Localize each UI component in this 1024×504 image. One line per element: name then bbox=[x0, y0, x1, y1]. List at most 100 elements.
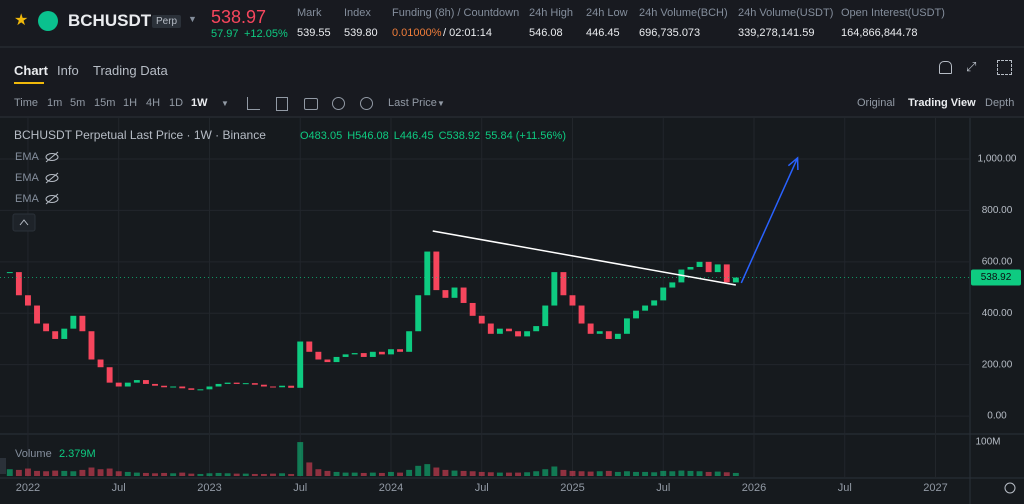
layout-icon[interactable] bbox=[997, 60, 1012, 75]
view-option[interactable]: Depth bbox=[985, 97, 1015, 109]
volume-bar bbox=[124, 471, 131, 476]
interval[interactable]: 1m bbox=[47, 97, 63, 109]
volume-bar bbox=[215, 472, 222, 476]
candle bbox=[578, 305, 585, 324]
interval[interactable]: 4H bbox=[146, 97, 161, 109]
volume-bar bbox=[569, 470, 576, 476]
candle bbox=[587, 323, 594, 334]
volume-bar bbox=[660, 470, 667, 476]
symbol-dropdown[interactable]: ▼ bbox=[188, 14, 197, 24]
x-tick-label: 2027 bbox=[923, 482, 947, 494]
candle bbox=[660, 287, 667, 301]
add-icon[interactable] bbox=[332, 97, 345, 110]
volume-bar bbox=[524, 472, 531, 476]
tab-active[interactable]: Chart bbox=[14, 63, 48, 78]
x-tick-label: Jul bbox=[656, 482, 670, 494]
expand-icon[interactable]: ⤢ bbox=[966, 59, 977, 74]
stat-label: 24h Volume(BCH) bbox=[639, 7, 728, 19]
price-type-dropdown[interactable]: ▼ bbox=[437, 99, 445, 108]
x-tick-label: 2026 bbox=[742, 482, 766, 494]
funding-rate: 0.01000% bbox=[392, 27, 442, 39]
ohlc-value: C538.92 bbox=[439, 130, 481, 142]
volume-bar bbox=[451, 470, 458, 476]
volume-bar bbox=[478, 471, 485, 476]
candle bbox=[142, 380, 149, 384]
ohlc-legend: O483.05 H546.08 L446.45 C538.92 55.84 (+11.5… bbox=[300, 130, 566, 142]
volume-bar bbox=[515, 472, 521, 476]
volume-bar bbox=[15, 469, 22, 476]
volume-bar bbox=[152, 473, 158, 476]
volume-bar bbox=[197, 473, 204, 476]
stat-label[interactable]: Open Interest(USDT) bbox=[841, 7, 945, 19]
interval[interactable]: 15m bbox=[94, 97, 116, 109]
stat-label[interactable]: Index bbox=[344, 7, 371, 19]
interval[interactable]: 1D bbox=[169, 97, 184, 109]
settings-icon[interactable] bbox=[360, 97, 373, 110]
volume-bar bbox=[723, 472, 730, 476]
screenshot-icon[interactable] bbox=[304, 98, 318, 110]
indicator-label: EMA bbox=[15, 172, 40, 184]
candle bbox=[270, 386, 276, 388]
candle bbox=[97, 359, 104, 368]
visibility-slash bbox=[45, 193, 59, 205]
interval[interactable]: 1H bbox=[123, 97, 138, 109]
tab[interactable]: Info bbox=[57, 63, 79, 78]
collapse-button[interactable] bbox=[12, 213, 36, 232]
volume-bar bbox=[596, 471, 603, 476]
indicator-icon[interactable] bbox=[247, 97, 260, 110]
candle bbox=[25, 295, 31, 306]
volume-bar bbox=[6, 469, 13, 476]
candle bbox=[569, 295, 576, 306]
volume-bar bbox=[442, 469, 449, 476]
volume-bar bbox=[161, 472, 168, 476]
candle bbox=[161, 385, 168, 388]
tab[interactable]: Trading Data bbox=[93, 63, 168, 78]
volume-bar bbox=[460, 470, 467, 476]
candle bbox=[224, 382, 231, 384]
favorite-star[interactable]: ★ bbox=[14, 12, 29, 29]
volume-bar bbox=[705, 471, 712, 476]
volume-bar bbox=[578, 471, 585, 476]
indicator-label: EMA bbox=[15, 193, 40, 205]
candle bbox=[6, 272, 13, 274]
volume-bar bbox=[687, 470, 694, 476]
stat-value: 164,866,844.78 bbox=[841, 27, 918, 39]
volume-bar bbox=[424, 464, 431, 476]
volume-bar bbox=[433, 467, 440, 476]
interval-active[interactable]: 1W bbox=[191, 97, 208, 109]
candle bbox=[487, 323, 494, 334]
symbol[interactable]: BCHUSDT bbox=[68, 11, 152, 30]
chart-type-icon[interactable] bbox=[276, 97, 288, 111]
candle bbox=[424, 251, 431, 296]
interval[interactable]: 5m bbox=[70, 97, 86, 109]
candle bbox=[651, 300, 658, 306]
stat-value: 539.55 bbox=[297, 27, 331, 39]
volume-bar bbox=[487, 472, 494, 476]
candle bbox=[79, 315, 86, 332]
volume-bar bbox=[133, 472, 140, 476]
candle bbox=[533, 326, 540, 332]
view-option[interactable]: Original bbox=[857, 97, 895, 109]
price-type[interactable]: Last Price bbox=[388, 97, 437, 109]
side-toggle[interactable] bbox=[0, 458, 6, 474]
view-option-active[interactable]: Trading View bbox=[908, 97, 976, 109]
alert-icon[interactable] bbox=[939, 61, 952, 74]
tab-underline bbox=[14, 82, 44, 84]
candle bbox=[242, 383, 249, 385]
interval[interactable]: Time bbox=[14, 97, 39, 109]
stat-label: 24h High bbox=[529, 7, 574, 19]
candle bbox=[442, 290, 449, 298]
candle bbox=[388, 349, 394, 355]
volume-bar bbox=[605, 470, 612, 476]
volume-bar bbox=[397, 472, 404, 476]
candle bbox=[560, 272, 567, 296]
candle bbox=[52, 331, 59, 339]
indicator-legend: EMA EMA EMA bbox=[15, 151, 59, 205]
candle bbox=[642, 305, 649, 311]
interval-dropdown[interactable]: ▼ bbox=[221, 99, 229, 108]
ohlc-value: 55.84 (+11.56%) bbox=[485, 130, 566, 142]
settings-icon[interactable] bbox=[1004, 482, 1016, 494]
volume-bar bbox=[251, 473, 258, 476]
candle bbox=[605, 331, 612, 339]
arrow bbox=[740, 157, 799, 284]
